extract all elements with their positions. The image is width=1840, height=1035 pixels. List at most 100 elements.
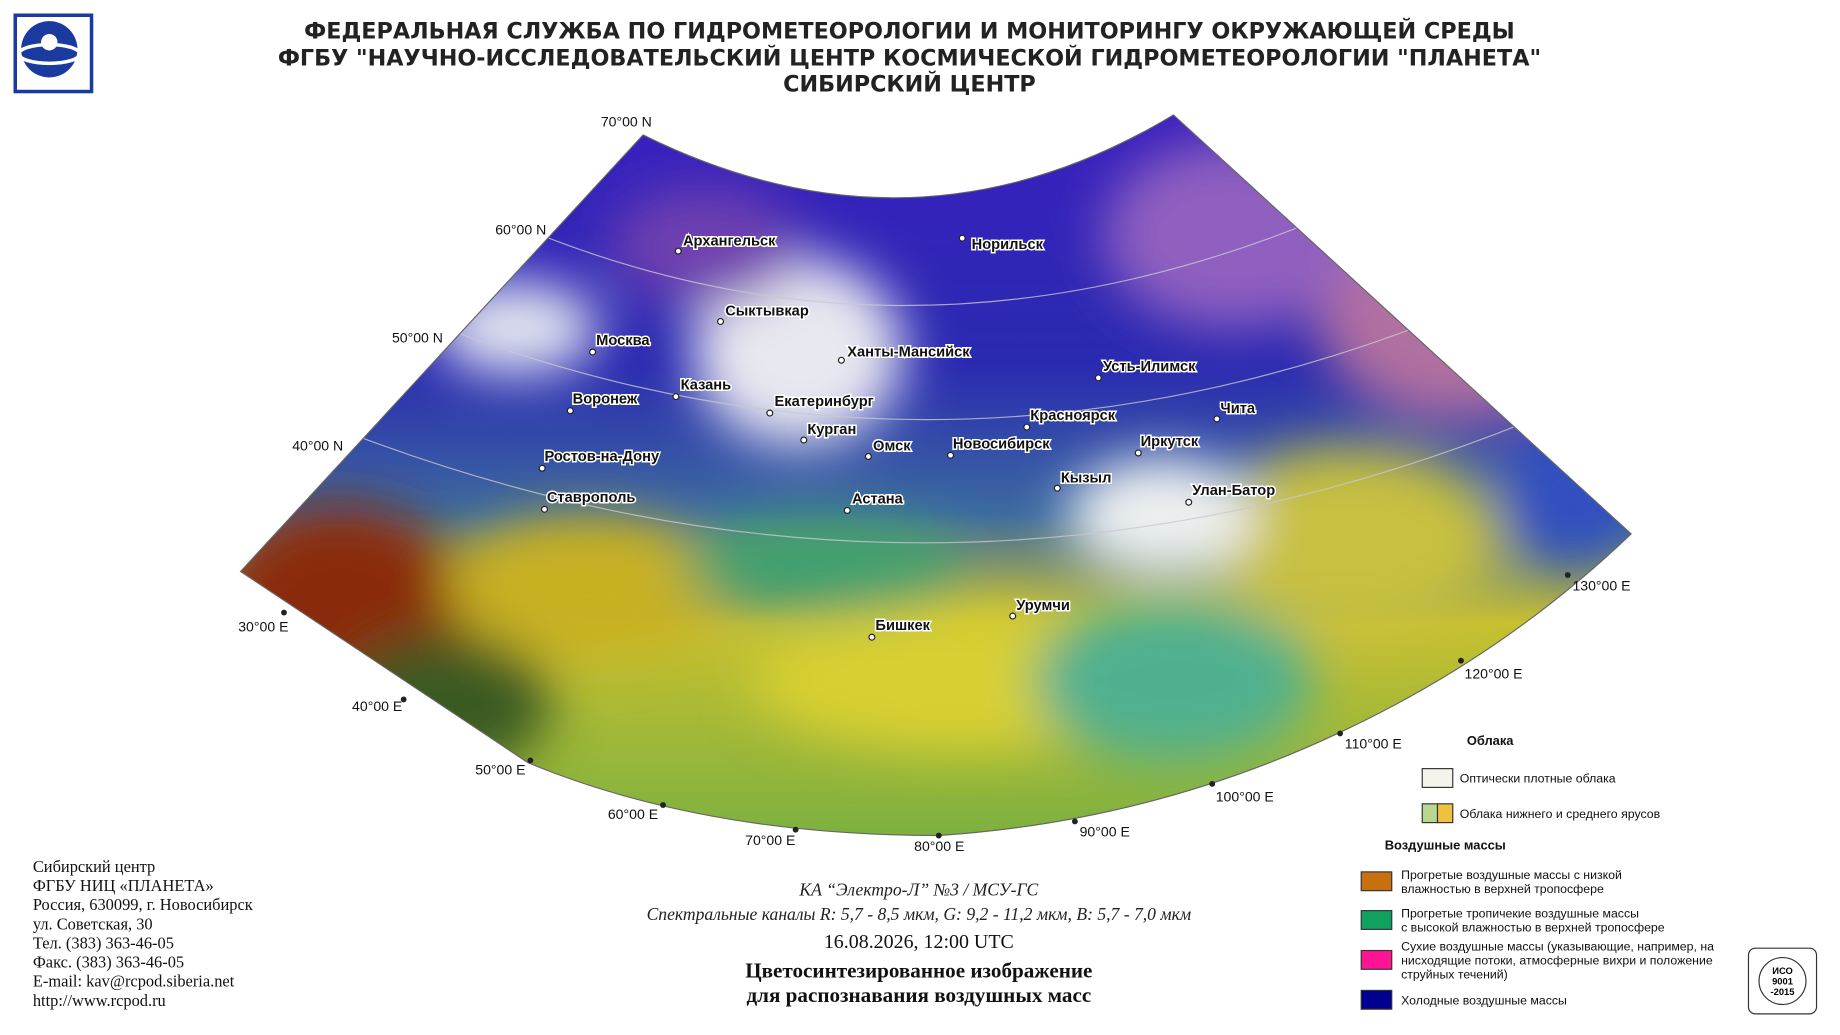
meridian-label: 110°00 E (1345, 736, 1402, 752)
meridian-dot (660, 802, 666, 808)
meridian-dot (1564, 572, 1571, 578)
legend-swatch (1360, 910, 1393, 930)
caption-title: для распознавания воздушных масс (746, 983, 1091, 1007)
meridian-label: 100°00 E (1216, 788, 1274, 804)
city-dot (1009, 612, 1017, 620)
legend-text: Облака нижнего и среднего ярусов (1460, 807, 1660, 821)
header: ФЕДЕРАЛЬНАЯ СЛУЖБА ПО ГИДРОМЕТЕОРОЛОГИИ … (278, 17, 1541, 98)
parallel-label: 40°00 N (292, 438, 343, 454)
meridian-label: 40°00 E (352, 698, 402, 714)
badge-text: -2015 (1771, 987, 1795, 997)
contact-line: ФГБУ НИЦ «ПЛАНЕТА» (33, 876, 214, 895)
city-dot (843, 506, 851, 514)
meridian-dot (1071, 818, 1078, 825)
parallel-label: 60°00 N (495, 222, 546, 238)
city-dot (946, 451, 955, 459)
city-dot (1185, 498, 1193, 506)
city-label: Урумчи (1016, 598, 1070, 614)
city-label: Улан-Батор (1192, 483, 1275, 499)
city-label: Усть-Илимск (1103, 359, 1196, 375)
city-dot (672, 393, 680, 401)
city-dot (837, 356, 845, 364)
satellite: КА “Электро-Л” №3 / МСУ-ГС (798, 879, 1038, 899)
iso-badge (1747, 947, 1818, 1015)
meridian-dot (1458, 657, 1464, 664)
city-dot (766, 409, 774, 417)
city-dot (1134, 449, 1142, 457)
badge-text: 9001 (1772, 977, 1793, 987)
caption: КА “Электро-Л” №3 / МСУ-ГС Спектральные … (647, 879, 1191, 1007)
legend-swatch (1421, 768, 1454, 788)
contact-line: Тел. (383) 363-46-05 (33, 933, 174, 952)
city-dot (800, 436, 808, 444)
contact-line: Россия, 630099, г. Новосибирск (33, 895, 253, 914)
city-dot (1094, 374, 1102, 382)
city-label: Бишкек (875, 618, 930, 634)
header-line: ФГБУ "НАУЧНО-ИССЛЕДОВАТЕЛЬСКИЙ ЦЕНТР КОС… (278, 44, 1541, 72)
meridian-label: 30°00 E (238, 618, 288, 634)
meridian-label: 70°00 E (745, 832, 795, 848)
city-label: Астана (852, 491, 904, 507)
meridian-dot (1209, 780, 1216, 787)
meridian-label: 120°00 E (1464, 665, 1522, 681)
badge-text: ИСО (1772, 966, 1793, 976)
legend-text: Прогретые тропичекие воздушные массы (1401, 907, 1639, 921)
meridian-label: 50°00 E (475, 761, 525, 777)
city-label: Сыктывкар (725, 304, 809, 320)
city-dot (540, 505, 549, 513)
legend-swatch (1421, 803, 1439, 824)
legend-swatch (1436, 803, 1454, 824)
city-label: Архангельск (683, 233, 776, 249)
graticule (351, 210, 1526, 544)
legend-swatch (1360, 989, 1393, 1010)
channels: Спектральные каналы R: 5,7 - 8,5 мкм, G:… (647, 904, 1191, 924)
city-dot (958, 234, 966, 242)
city-label: Красноярск (1030, 408, 1115, 424)
city-label: Москва (596, 333, 650, 349)
parallel-label: 70°00 N (601, 114, 652, 130)
legend-heading: Воздушные массы (1385, 838, 1506, 853)
meridian-label: 90°00 E (1080, 824, 1130, 840)
city-label: Новосибирск (953, 436, 1050, 452)
city-label: Ставрополь (547, 490, 636, 506)
legend-text: Сухие воздушные массы (указывающие, напр… (1401, 940, 1714, 954)
meridian-label: 80°00 E (914, 838, 964, 854)
city-dot (1213, 415, 1221, 423)
city-dot (868, 633, 876, 641)
satellite-image (240, 115, 1632, 836)
parallel-label: 50°00 N (392, 330, 443, 346)
city-label: Чита (1220, 401, 1255, 417)
legend-text: с высокой влажностью в верхней тропосфер… (1401, 921, 1665, 935)
legend-text: струйных течений) (1401, 968, 1508, 982)
city-label: Воронеж (573, 392, 638, 408)
contact-line: Сибирский центр (33, 857, 155, 876)
city-dot (716, 318, 725, 326)
city-dot (566, 407, 574, 415)
header-line: СИБИРСКИЙ ЦЕНТР (783, 70, 1036, 98)
datetime: 16.08.2026, 12:00 UTC (824, 931, 1014, 953)
parallel-line (445, 316, 1444, 421)
contact-line: ул. Советская, 30 (33, 914, 153, 933)
legend-text: Холодные воздушные массы (1401, 993, 1567, 1007)
parallel-line (539, 210, 1338, 307)
city-dot (538, 464, 546, 472)
city-label: Курган (807, 422, 856, 438)
legend-swatch (1360, 949, 1393, 970)
legend-text: Оптически плотные облака (1460, 772, 1616, 786)
city-label: Кызыл (1061, 470, 1112, 486)
logo (13, 13, 94, 94)
meridian-dot (400, 696, 407, 703)
meridian-dot (792, 826, 799, 833)
city-label: Ростов-на-Дону (544, 449, 659, 465)
city-label: Норильск (972, 237, 1044, 253)
city-dot (864, 452, 872, 460)
contact-line: http://www.rcpod.ru (33, 991, 166, 1010)
city-dot (1023, 423, 1031, 431)
meridian-dot (1337, 730, 1344, 737)
city-label: Екатеринбург (774, 394, 873, 410)
city-dot (1053, 484, 1061, 492)
meridian-label: 60°00 E (608, 806, 658, 822)
legend-heading: Облака (1467, 733, 1514, 748)
